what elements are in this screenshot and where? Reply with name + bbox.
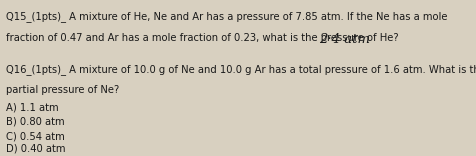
Text: B) 0.80 atm: B) 0.80 atm — [6, 117, 64, 127]
Text: 2·4 atm: 2·4 atm — [319, 33, 370, 46]
Text: D) 0.40 atm: D) 0.40 atm — [6, 144, 65, 154]
Text: fraction of 0.47 and Ar has a mole fraction of 0.23, what is the pressure of He?: fraction of 0.47 and Ar has a mole fract… — [6, 33, 398, 43]
Text: A) 1.1 atm: A) 1.1 atm — [6, 103, 59, 113]
Text: Q15_(1pts)_ A mixture of He, Ne and Ar has a pressure of 7.85 atm. If the Ne has: Q15_(1pts)_ A mixture of He, Ne and Ar h… — [6, 11, 447, 22]
Text: Q16_(1pts)_ A mixture of 10.0 g of Ne and 10.0 g Ar has a total pressure of 1.6 : Q16_(1pts)_ A mixture of 10.0 g of Ne an… — [6, 64, 476, 75]
Text: partial pressure of Ne?: partial pressure of Ne? — [6, 85, 119, 95]
Text: C) 0.54 atm: C) 0.54 atm — [6, 131, 64, 141]
